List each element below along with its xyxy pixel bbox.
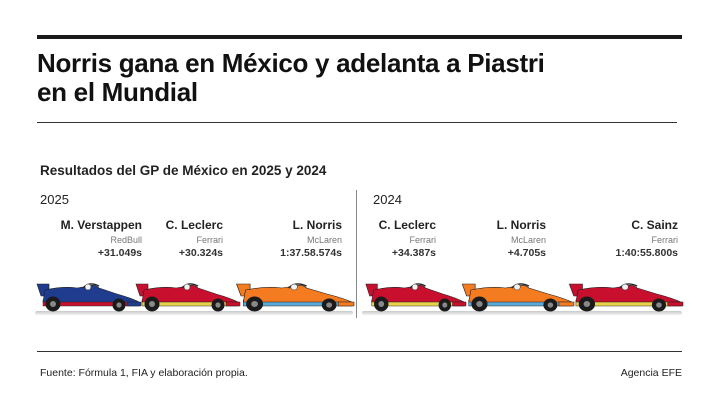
driver-name: L. Norris <box>496 218 546 232</box>
car-body <box>42 285 140 303</box>
season-2024: 2024 C. Leclerc Ferrari +34.387s L. Norr… <box>330 188 678 328</box>
halo <box>181 283 199 289</box>
time-gap: 1:40:55.800s <box>615 247 678 259</box>
team-name: Ferrari <box>196 235 224 245</box>
driver-name: C. Sainz <box>631 218 678 232</box>
rear-hub <box>378 301 385 307</box>
result-2024-1st: C. Sainz Ferrari 1:40:55.800s <box>566 218 679 259</box>
time-gap: 1:37.58.574s <box>280 247 342 259</box>
front-hub <box>116 302 122 308</box>
front-hub <box>656 302 662 308</box>
team-name: McLaren <box>306 235 342 245</box>
chart-subtitle: Resultados del GP de México en 2025 y 20… <box>40 163 327 178</box>
f1-car-icon-ferrari-2024 <box>365 283 467 312</box>
rear-hub <box>149 301 155 307</box>
year-label-2024: 2024 <box>373 192 402 207</box>
team-name: Ferrari <box>651 235 679 245</box>
time-gap: +34.387s <box>391 247 436 259</box>
title-line-2: en el Mundial <box>37 77 198 107</box>
source-note: Fuente: Fórmula 1, FIA y elaboración pro… <box>40 367 248 379</box>
helmet <box>513 283 521 291</box>
helmet <box>411 283 419 291</box>
title-line-1: Norris gana en México y adelanta a Piast… <box>37 48 545 78</box>
front-wing <box>452 301 467 307</box>
driver-name: L. Norris <box>292 218 342 232</box>
time-gap: +4.705s <box>507 247 546 259</box>
season-2025: 2025 M. Verstappen RedBull +31.049s C. L… <box>0 188 342 328</box>
halo <box>287 283 307 289</box>
result-2024-3rd: C. Leclerc Ferrari +34.387s <box>324 218 437 259</box>
car-body <box>242 285 352 303</box>
rear-hub <box>583 301 591 307</box>
halo <box>82 283 100 289</box>
helmet <box>84 283 92 291</box>
team-name: RedBull <box>110 235 142 245</box>
driver-name: C. Leclerc <box>378 218 436 232</box>
front-wing <box>126 301 142 307</box>
f1-car-icon-ferrari-2025 <box>135 283 241 312</box>
year-label-2025: 2025 <box>40 192 69 207</box>
time-gap: +30.324s <box>178 247 223 259</box>
result-2024-2nd: L. Norris McLaren +4.705s <box>434 218 546 259</box>
time-gap: +31.049s <box>97 247 142 259</box>
footer-divider <box>37 351 682 352</box>
driver-name: M. Verstappen <box>60 218 142 232</box>
front-hub <box>442 302 448 308</box>
front-wing <box>558 301 575 307</box>
track-shadow-2024 <box>362 311 682 315</box>
rear-hub <box>476 301 483 307</box>
halo <box>409 283 426 289</box>
helmet <box>621 283 629 291</box>
front-wing <box>225 301 241 307</box>
result-2025-2nd: C. Leclerc Ferrari +30.324s <box>111 218 224 259</box>
halo <box>619 283 638 289</box>
front-wing <box>667 301 684 307</box>
year-divider <box>356 190 357 318</box>
f1-car-icon-ferrari-2024-winner <box>568 283 684 312</box>
car-body <box>468 285 572 303</box>
top-rule <box>37 35 682 39</box>
rear-hub <box>251 301 258 307</box>
helmet <box>183 283 191 291</box>
front-hub <box>547 302 554 308</box>
halo <box>511 283 530 289</box>
team-name: McLaren <box>510 235 546 245</box>
front-hub <box>326 302 333 308</box>
result-2025-3rd: M. Verstappen RedBull +31.049s <box>30 218 142 259</box>
front-hub <box>215 302 221 308</box>
driver-name: C. Leclerc <box>165 218 223 232</box>
agency-credit: Agencia EFE <box>620 367 682 379</box>
car-body <box>575 285 681 303</box>
team-name: Ferrari <box>409 235 437 245</box>
title-divider <box>37 122 677 123</box>
helmet <box>290 283 298 291</box>
f1-car-icon-mclaren-2025 <box>236 283 355 312</box>
f1-car-icon-redbull-2025 <box>36 283 142 312</box>
page-title: Norris gana en México y adelanta a Piast… <box>37 49 677 107</box>
result-2025-1st: L. Norris McLaren 1:37.58.574s <box>230 218 342 259</box>
f1-car-icon-mclaren-2024 <box>461 283 575 312</box>
track-shadow-2025 <box>35 311 353 315</box>
car-body <box>141 285 239 303</box>
rear-hub <box>50 301 56 307</box>
front-wing <box>337 301 355 307</box>
car-body <box>371 285 465 303</box>
